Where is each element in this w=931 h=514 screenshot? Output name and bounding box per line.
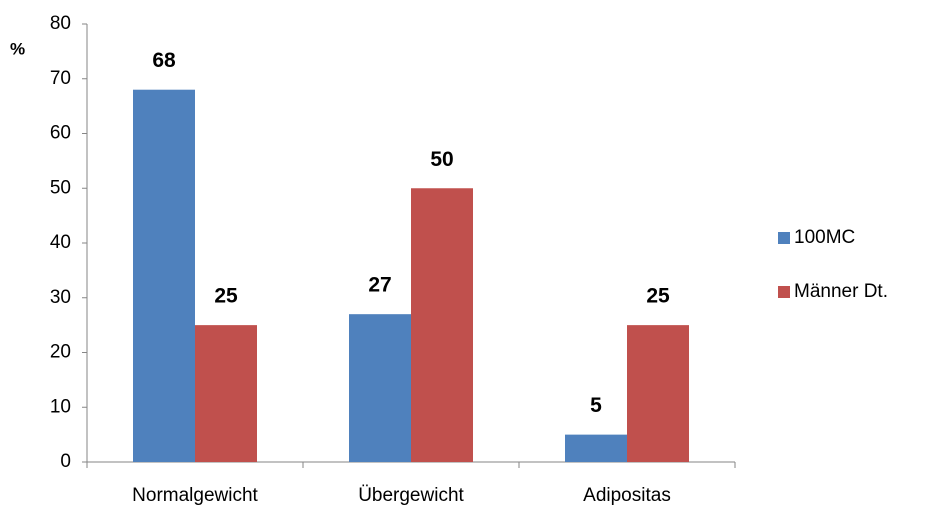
y-axis-label: %	[10, 39, 25, 58]
x-tick-label: Adipositas	[583, 485, 671, 506]
legend-swatch	[778, 232, 790, 244]
bar	[565, 434, 627, 462]
data-label: 68	[152, 49, 176, 72]
legend-label: Männer Dt.	[794, 281, 888, 302]
y-tick-label: 30	[50, 287, 71, 308]
y-tick-label: 60	[50, 123, 71, 144]
x-tick-label: Normalgewicht	[132, 485, 258, 506]
data-label: 25	[646, 285, 670, 308]
legend-swatch	[778, 286, 790, 298]
y-tick-label: 80	[50, 13, 71, 34]
y-tick-label: 10	[50, 396, 71, 417]
y-tick-label: 0	[60, 451, 71, 472]
data-label: 50	[430, 148, 453, 171]
data-label: 25	[214, 285, 238, 308]
bar	[195, 325, 257, 462]
bar	[133, 89, 195, 462]
y-tick-label: 70	[50, 68, 71, 89]
bar	[627, 325, 689, 462]
data-label: 5	[590, 394, 602, 417]
bar	[411, 188, 473, 462]
legend-label: 100MC	[794, 227, 855, 248]
x-tick-label: Übergewicht	[358, 485, 464, 506]
data-label: 27	[368, 274, 391, 297]
y-tick-label: 50	[50, 177, 71, 198]
y-tick-label: 40	[50, 232, 71, 253]
y-tick-label: 20	[50, 342, 71, 363]
bar	[349, 314, 411, 462]
